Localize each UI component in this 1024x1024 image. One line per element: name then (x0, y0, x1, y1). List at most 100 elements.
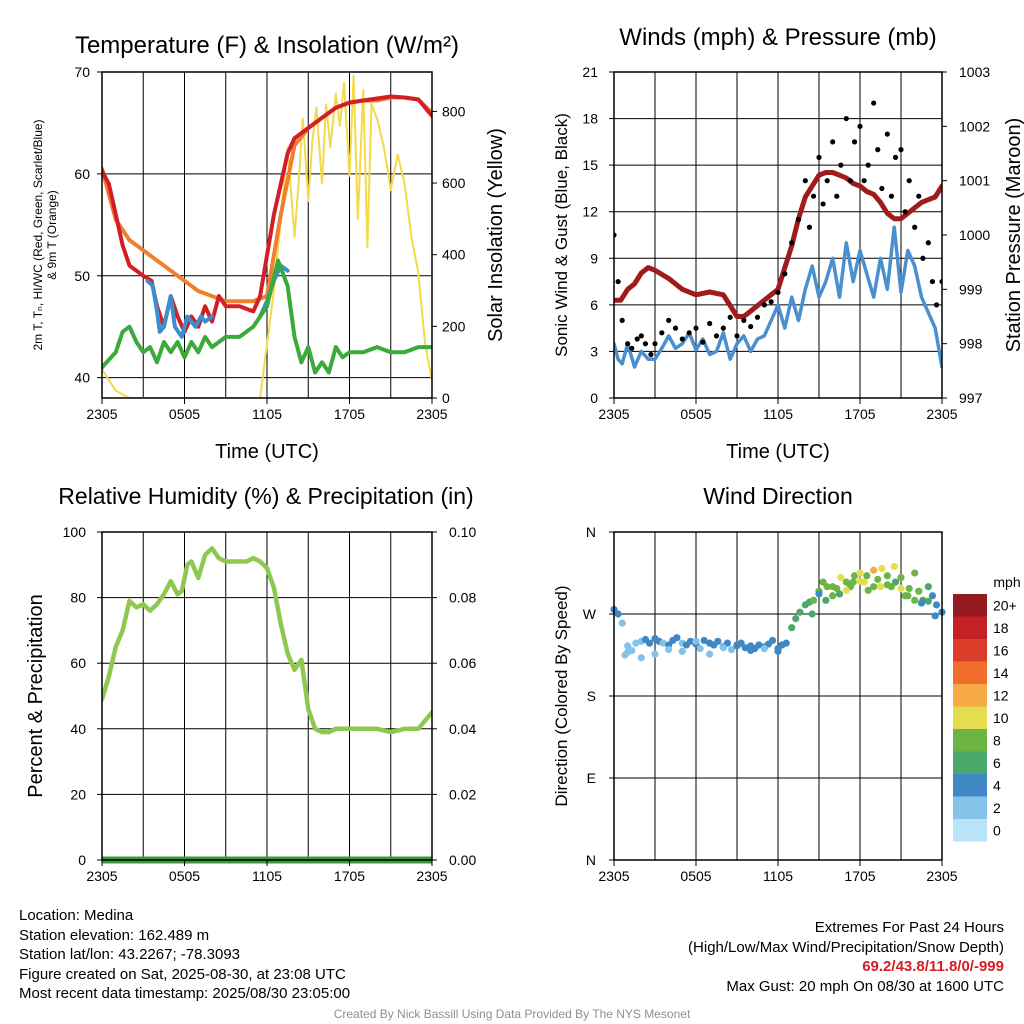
x-tick-label: 0505 (680, 868, 711, 884)
y-tick-label: 0 (590, 390, 598, 406)
x-tick-label: 2305 (416, 406, 447, 422)
direction-point (856, 569, 864, 577)
direction-point (911, 596, 919, 604)
series-line-wind (614, 225, 942, 369)
legend-label: 2 (993, 800, 1001, 816)
y-right-tick-label: 997 (959, 390, 983, 406)
direction-point (850, 572, 859, 580)
direction-point (714, 637, 722, 645)
y-right-tick-label: 0.06 (449, 655, 476, 671)
series-line-pressure (614, 170, 942, 319)
direction-point (624, 648, 632, 656)
y-tick-label: 18 (582, 111, 598, 127)
direction-point (700, 636, 708, 645)
legend-label: 12 (993, 687, 1009, 703)
panel-1: 40 50 60 70 0 200 400 600 800 2305 0505 1105 1705 230… (31, 32, 507, 463)
y-tick-label: 9 (590, 250, 598, 266)
elevation-text: Station elevation: 162.489 m (19, 926, 210, 944)
direction-point (878, 564, 886, 573)
y-right-tick-label: 1000 (959, 227, 990, 243)
panel-2: 0 3 6 9 12 15 18 21 997 998 999 1000 1001 1002 1003 230… (552, 24, 1024, 463)
y-tick-label: 12 (582, 204, 598, 220)
legend-label: 18 (993, 620, 1009, 636)
direction-point (856, 577, 864, 585)
x-tick-label: 2305 (86, 868, 117, 884)
gust-point (693, 325, 699, 331)
gust-point (925, 240, 931, 246)
gust-point (666, 317, 672, 323)
gust-point (648, 351, 654, 358)
y-tick-label: 20 (70, 786, 86, 802)
y-tick-label: 40 (74, 370, 90, 386)
gust-point (734, 333, 740, 339)
direction-point (637, 654, 645, 662)
series-line-rh (102, 546, 432, 735)
gust-point (806, 224, 813, 230)
gust-point (634, 336, 640, 342)
direction-point (874, 575, 882, 583)
gust-point (713, 333, 720, 339)
series-group (614, 100, 942, 369)
extremes-values: 69.2/43.8/11.8/0/-999 (862, 958, 1004, 976)
direction-point (870, 583, 878, 591)
gust-point (761, 302, 767, 308)
series-line-dewpoint (102, 258, 432, 375)
y-tick-label: 40 (70, 721, 86, 737)
y-right-tick-label: 0.08 (449, 590, 476, 606)
direction-point (788, 624, 796, 632)
y-tick-label: 21 (582, 64, 598, 80)
x-tick-label: 1705 (844, 868, 875, 884)
extremes-subtitle: (High/Low/Max Wind/Precipitation/Snow De… (688, 938, 1004, 956)
y-axis-label: Percent & Precipitation (25, 594, 47, 797)
gust-point (768, 299, 774, 305)
x-tick-label: 2305 (926, 868, 957, 884)
y-axis-label: 2m T, Tₙ, HI/WC (Red, Green, Scarlet/Blu… (31, 119, 45, 350)
direction-point (829, 592, 837, 600)
legend-swatch (953, 616, 987, 639)
legend-title: mph (993, 574, 1020, 590)
direction-point (673, 634, 681, 642)
y-right-tick-label: 0 (442, 390, 450, 406)
location-text: Location: Medina (19, 907, 134, 924)
gust-point (861, 178, 867, 184)
direction-point (665, 645, 673, 654)
direction-point (618, 619, 626, 627)
y-tick-label: 50 (74, 268, 90, 284)
gust-point (810, 193, 817, 199)
gust-point (720, 325, 726, 331)
gust-point (642, 341, 649, 347)
direction-point (905, 584, 913, 593)
y-right-tick-label: 998 (959, 336, 983, 352)
y-right-tick-label: 800 (442, 103, 466, 119)
direction-point (864, 586, 872, 594)
direction-point (931, 612, 939, 620)
gust-point (898, 147, 904, 153)
direction-point (932, 601, 941, 609)
legend-swatch (953, 729, 987, 752)
direction-point (883, 581, 891, 589)
direction-point (897, 573, 905, 582)
gust-point (865, 162, 871, 168)
gust-point (679, 336, 685, 342)
direction-point (796, 608, 804, 616)
legend-label: 8 (993, 732, 1001, 748)
y-right-tick-label: 0.02 (449, 786, 476, 802)
y-right-axis-label: Station Pressure (Maroon) (1003, 118, 1024, 353)
y-tick-label: 60 (74, 166, 90, 182)
direction-point (897, 584, 905, 593)
direction-point (863, 572, 871, 580)
gust-point (789, 240, 795, 246)
created-text: Figure created on Sat, 2025-08-30, at 23… (19, 965, 346, 983)
direction-point (760, 645, 768, 653)
gust-point (857, 123, 863, 129)
direction-point (741, 644, 749, 652)
gust-point (884, 131, 890, 137)
series-group (102, 74, 432, 398)
y-right-tick-label: 200 (442, 318, 466, 334)
gust-point (851, 139, 858, 145)
direction-point (928, 592, 937, 600)
gust-point (830, 139, 836, 145)
direction-point (870, 566, 878, 574)
y-tick-label: 15 (582, 157, 598, 173)
